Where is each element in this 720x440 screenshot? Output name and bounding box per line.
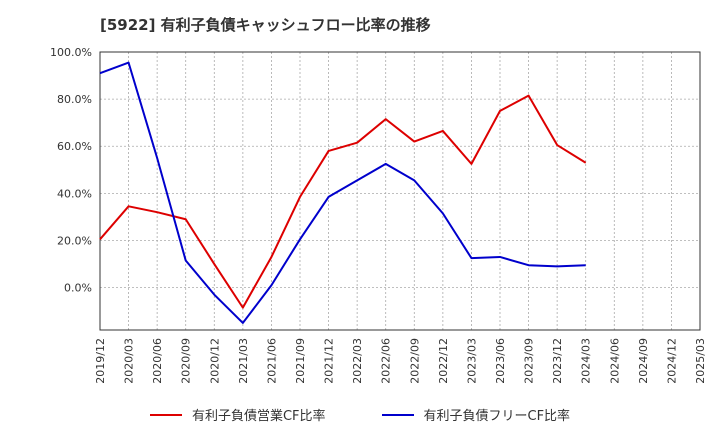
legend-label-operating-cf: 有利子負債営業CF比率: [191, 409, 326, 424]
x-tick-label: 2020/06: [151, 338, 164, 384]
legend-item-operating-cf: 有利子負債営業CF比率: [149, 405, 326, 424]
series-layer: [99, 61, 587, 324]
y-tick-label: 100.0%: [50, 46, 92, 59]
x-tick-label: 2023/09: [523, 338, 536, 384]
legend: 有利子負債営業CF比率 有利子負債フリーCF比率: [0, 405, 720, 424]
legend-label-free-cf: 有利子負債フリーCF比率: [423, 409, 571, 424]
x-tick-label: 2020/09: [180, 338, 193, 384]
series-line-operating-cf: [99, 94, 587, 309]
x-tick-label: 2019/12: [94, 338, 107, 384]
y-tick-label: 0.0%: [64, 282, 92, 295]
x-tick-label: 2024/06: [608, 338, 621, 384]
y-tick-label: 80.0%: [57, 93, 92, 106]
x-tick-label: 2023/03: [465, 338, 478, 384]
x-tick-label: 2021/06: [265, 338, 278, 384]
x-tick-label: 2025/03: [694, 338, 707, 384]
y-tick-label: 60.0%: [57, 140, 92, 153]
x-tick-label: 2023/12: [551, 338, 564, 384]
x-tick-label: 2024/03: [580, 338, 593, 384]
x-tick-label: 2020/12: [208, 338, 221, 384]
chart-area: 100.0% 80.0% 60.0% 40.0% 20.0% 0.0% 2019/12 202…: [50, 46, 707, 384]
chart-title: [5922] 有利子負債キャッシュフロー比率の推移: [100, 16, 431, 34]
x-tick-label: 2024/12: [665, 338, 678, 384]
legend-item-free-cf: 有利子負債フリーCF比率: [381, 405, 571, 424]
y-tick-label: 40.0%: [57, 187, 92, 200]
x-tick-label: 2020/03: [123, 338, 136, 384]
x-tick-label: 2021/03: [237, 338, 250, 384]
axis-layer: 100.0% 80.0% 60.0% 40.0% 20.0% 0.0% 2019/12 202…: [50, 46, 707, 384]
y-tick-label: 20.0%: [57, 234, 92, 247]
x-tick-label: 2022/06: [380, 338, 393, 384]
x-tick-label: 2024/09: [637, 338, 650, 384]
x-tick-label: 2021/12: [323, 338, 336, 384]
x-tick-label: 2023/06: [494, 338, 507, 384]
x-tick-label: 2021/09: [294, 338, 307, 384]
series-line-free-cf: [99, 61, 586, 324]
plot-frame: [99, 51, 701, 331]
x-tick-label: 2022/12: [437, 338, 450, 384]
legend-swatch-free-cf: [381, 413, 414, 416]
legend-swatch-operating-cf: [149, 413, 182, 416]
x-tick-label: 2022/03: [351, 338, 364, 384]
grid-layer: [100, 51, 700, 330]
x-tick-label: 2022/09: [408, 338, 421, 384]
